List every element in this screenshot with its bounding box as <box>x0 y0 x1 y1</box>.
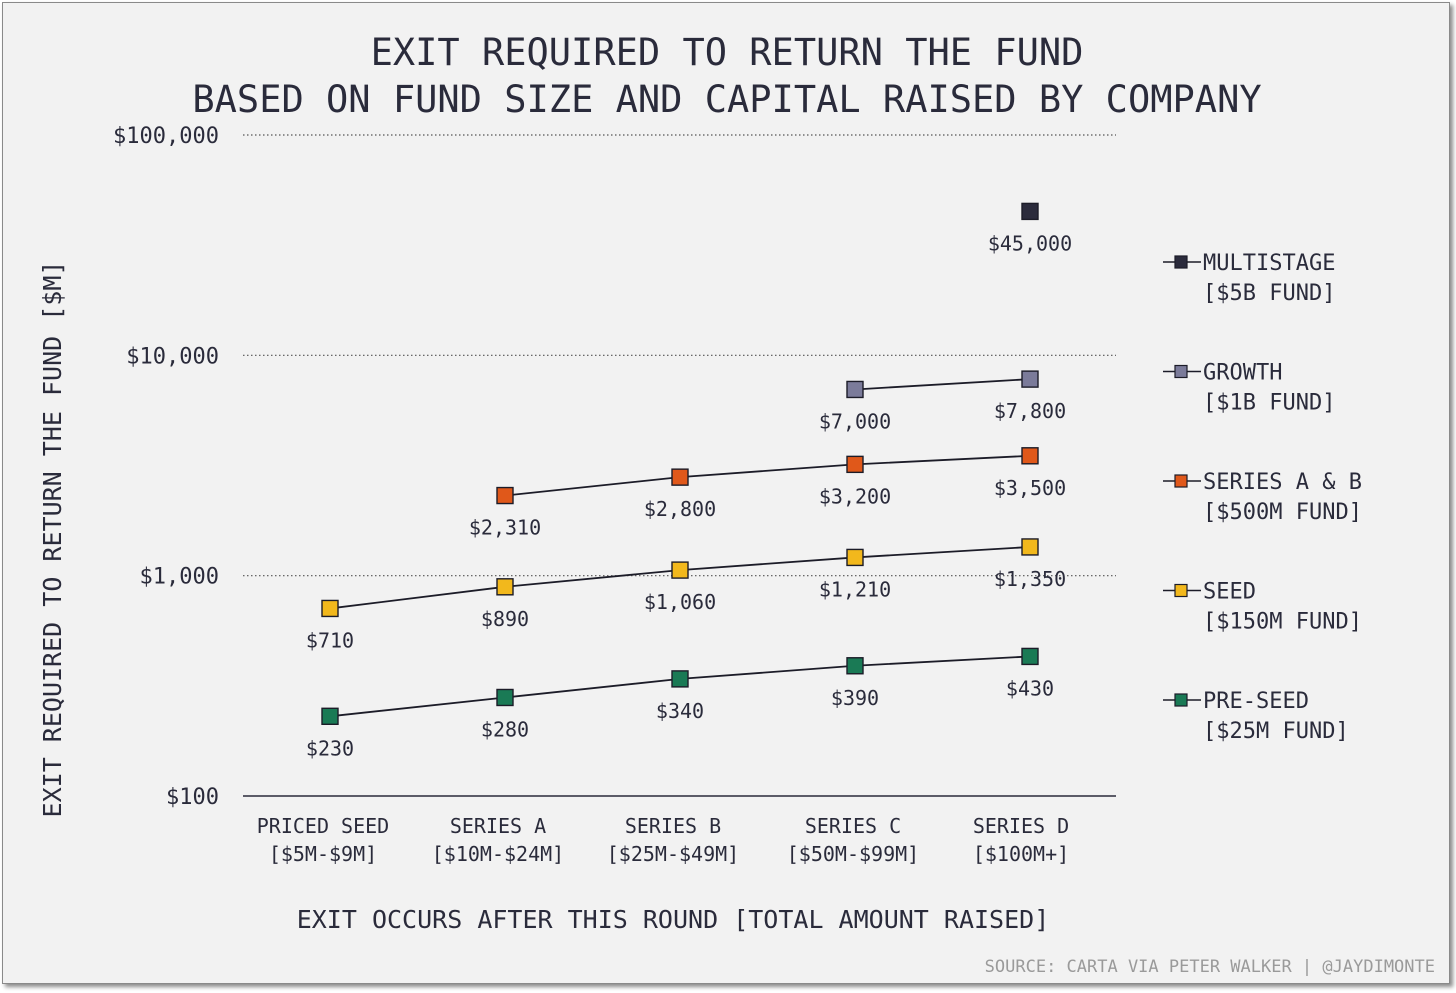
data-label-pre-seed: $280 <box>481 717 529 741</box>
data-label-series-a-b: $2,310 <box>469 516 541 540</box>
y-axis-label: EXIT REQUIRED TO RETURN THE FUND [$M] <box>38 261 67 818</box>
legend-sublabel-multistage: [$5B FUND] <box>1203 281 1335 306</box>
data-point-seed <box>321 599 339 618</box>
legend-marker-pre-seed <box>1174 693 1188 707</box>
chart: EXIT REQUIRED TO RETURN THE FUND BASED O… <box>38 31 1435 977</box>
data-label-series-a-b: $3,200 <box>819 484 891 508</box>
legend-sublabel-pre-seed: [$25M FUND] <box>1203 719 1349 744</box>
data-label-seed: $1,210 <box>819 577 891 601</box>
y-tick-label: $1,000 <box>140 565 219 590</box>
data-point-series-a-b <box>846 455 864 474</box>
data-label-pre-seed: $340 <box>656 699 704 723</box>
series-group: $45,000 $7,000 $7,800 $2,310 $2,800 $3,200 $3,… <box>306 202 1072 760</box>
legend-label-pre-seed: PRE-SEED <box>1203 689 1309 714</box>
data-label-pre-seed: $430 <box>1006 676 1054 700</box>
data-point-pre-seed <box>321 707 339 725</box>
legend-label-multistage: MULTISTAGE <box>1203 251 1335 276</box>
x-tick-label: SERIES C <box>805 814 901 838</box>
x-tick-label: SERIES B <box>625 814 721 838</box>
legend-label-growth: GROWTH <box>1203 361 1282 386</box>
x-tick-sublabel: [$100M+] <box>973 842 1069 866</box>
y-tick-label: $100 <box>166 785 219 810</box>
data-label-growth: $7,800 <box>994 399 1066 423</box>
data-point-seed <box>1021 538 1039 556</box>
data-label-series-a-b: $3,500 <box>994 476 1066 500</box>
source-credit: SOURCE: CARTA VIA PETER WALKER | @JAYDIM… <box>985 957 1435 977</box>
y-tick-label: $100,000 <box>113 124 219 149</box>
y-tick-label: $10,000 <box>126 344 219 369</box>
data-label-growth: $7,000 <box>819 409 891 433</box>
legend-sublabel-series-a-b: [$500M FUND] <box>1203 500 1362 525</box>
data-point-seed <box>671 561 689 579</box>
data-label-pre-seed: $390 <box>831 686 879 710</box>
data-label-seed: $1,350 <box>994 567 1066 591</box>
series-line-growth <box>854 378 1031 391</box>
data-point-series-a-b <box>671 468 689 486</box>
x-tick-sublabel: [$50M-$99M] <box>787 842 919 866</box>
legend-marker-seed <box>1174 583 1188 598</box>
legend-label-seed: SEED <box>1203 580 1256 605</box>
legend-marker-series-a-b <box>1174 474 1188 488</box>
data-point-pre-seed <box>1021 647 1039 666</box>
data-point-pre-seed <box>846 657 864 675</box>
x-tick-label: PRICED SEED <box>257 814 389 838</box>
x-tick-label: SERIES A <box>450 814 546 838</box>
data-point-multistage <box>1021 202 1039 221</box>
x-tick-sublabel: [$5M-$9M] <box>269 842 377 866</box>
data-label-multistage: $45,000 <box>988 231 1072 255</box>
legend-label-series-a-b: SERIES A & B <box>1203 470 1362 495</box>
data-label-seed: $1,060 <box>644 590 716 614</box>
data-point-series-a-b <box>1021 447 1039 465</box>
gridlines <box>243 134 1116 797</box>
data-label-pre-seed: $230 <box>306 736 354 760</box>
data-point-growth <box>1021 370 1039 388</box>
series-line-series-a-b <box>504 454 1031 497</box>
legend-sublabel-seed: [$150M FUND] <box>1203 610 1362 635</box>
legend-marker-multistage <box>1174 255 1188 269</box>
x-axis-label: EXIT OCCURS AFTER THIS ROUND [TOTAL AMOU… <box>297 905 1050 934</box>
data-point-pre-seed <box>671 670 689 688</box>
data-label-seed: $890 <box>481 607 529 631</box>
x-tick-sublabel: [$10M-$24M] <box>432 842 564 866</box>
data-label-series-a-b: $2,800 <box>644 497 716 521</box>
legend: MULTISTAGE [$5B FUND] GROWTH [$1B FUND] SERI… <box>1163 251 1362 744</box>
data-point-seed <box>496 578 514 596</box>
x-tick-sublabel: [$25M-$49M] <box>607 842 739 866</box>
legend-marker-growth <box>1174 364 1188 379</box>
chart-title-line-1: EXIT REQUIRED TO RETURN THE FUND <box>371 31 1084 74</box>
data-point-growth <box>846 380 864 399</box>
chart-title-line-2: BASED ON FUND SIZE AND CAPITAL RAISED BY… <box>192 78 1261 121</box>
x-tick-labels: PRICED SEED [$5M-$9M] SERIES A [$10M-$24M] S… <box>257 814 1069 866</box>
data-point-series-a-b <box>496 486 514 505</box>
data-point-seed <box>846 548 864 567</box>
data-label-seed: $710 <box>306 628 354 652</box>
data-point-pre-seed <box>496 688 514 707</box>
legend-sublabel-growth: [$1B FUND] <box>1203 391 1335 416</box>
y-tick-labels: $100 $1,000 $10,000 $100,000 <box>113 124 219 810</box>
x-tick-label: SERIES D <box>973 814 1069 838</box>
